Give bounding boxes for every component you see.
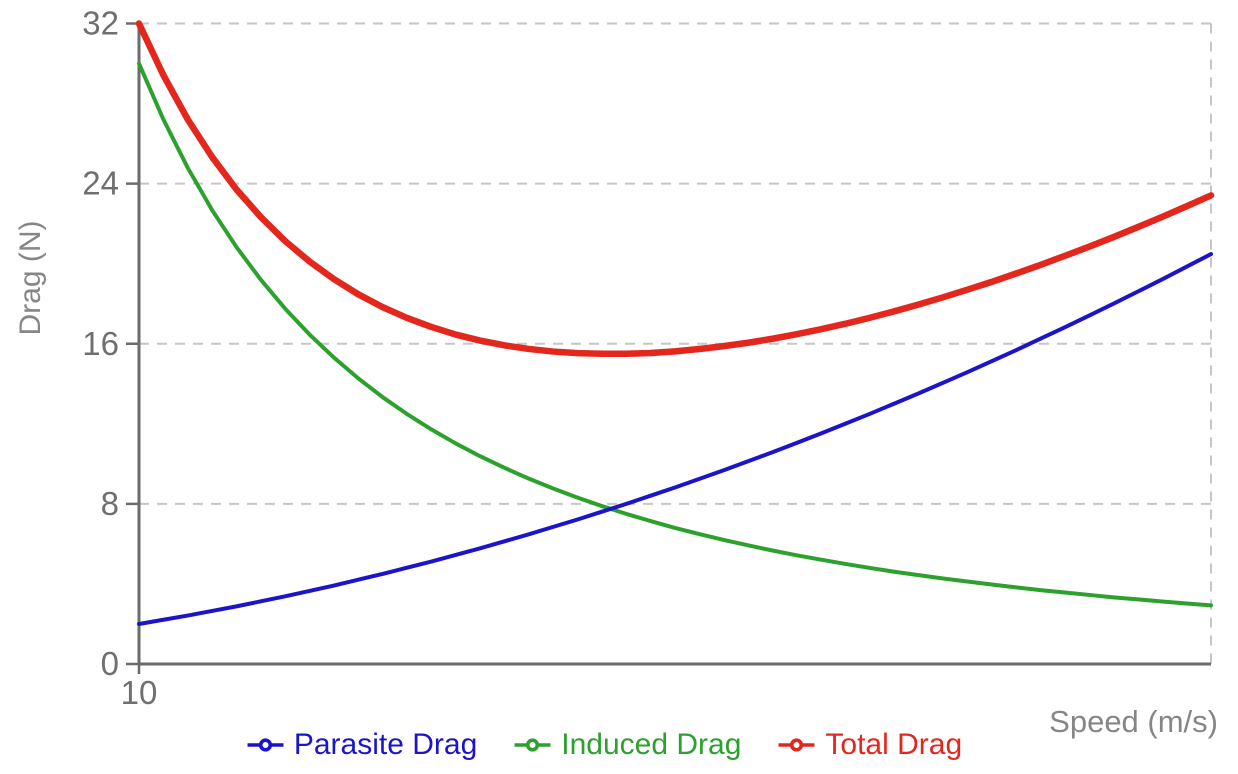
legend-item-parasite-drag[interactable]: Parasite Drag — [246, 728, 477, 762]
curve-total-drag — [135, 20, 1215, 358]
legend-label-parasite-drag: Parasite Drag — [293, 728, 478, 761]
y-axis-title: Drag (N) — [14, 220, 47, 336]
tick-label-y-8: 8 — [101, 485, 119, 522]
tick-label-y-32: 32 — [82, 5, 119, 42]
tick-label-y-16: 16 — [82, 325, 119, 362]
legend-item-induced-drag[interactable]: Induced Drag — [513, 728, 741, 762]
tick-label-y-0: 0 — [101, 645, 119, 682]
line-with-circle-marker-icon — [247, 738, 284, 752]
legend-label-total-drag: Total Drag — [825, 728, 963, 761]
line-with-circle-marker-icon — [514, 738, 551, 752]
tick-label-y-24: 24 — [82, 165, 119, 202]
line-with-circle-marker-icon — [778, 738, 815, 752]
x-axis-title: Speed (m/s) — [1049, 704, 1218, 739]
legend: Parasite Drag Induced Drag Total Drag — [0, 728, 1208, 762]
tick-label-x-10: 10 — [121, 674, 158, 711]
curve-induced-drag — [137, 61, 1213, 608]
legend-item-total-drag[interactable]: Total Drag — [777, 728, 962, 762]
curve-parasite-drag — [137, 252, 1213, 626]
legend-label-induced-drag: Induced Drag — [561, 728, 742, 761]
